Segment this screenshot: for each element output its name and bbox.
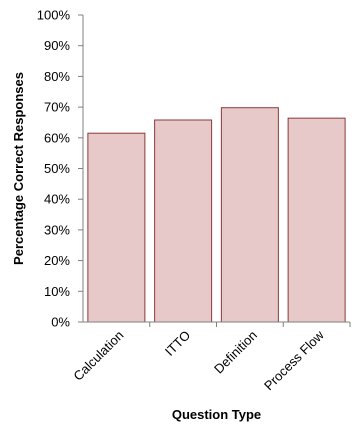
y-tick-label: 90% (44, 38, 70, 53)
y-tick-label: 10% (44, 284, 70, 299)
bar (287, 117, 346, 323)
y-tick-label: 50% (44, 161, 70, 176)
bar (154, 119, 213, 323)
y-tick-label: 20% (44, 253, 70, 268)
y-axis-ticks: 0% 10% 20% 30% 40% 50% 60% 70% 80% 90% 100% (37, 8, 83, 330)
bar (220, 107, 279, 323)
x-tick-label: Definition (211, 328, 260, 377)
x-axis-title: Question Type (172, 407, 261, 422)
bars (87, 107, 346, 323)
x-tick-label: ITTO (162, 328, 193, 359)
y-tick-label: 0% (51, 315, 70, 330)
y-tick-label: 80% (44, 69, 70, 84)
y-tick-label: 100% (37, 8, 71, 23)
y-tick-label: 40% (44, 192, 70, 207)
y-tick-label: 60% (44, 130, 70, 145)
x-tick-label: Calculation (70, 328, 126, 384)
y-axis-title: Percentage Correct Responses (11, 72, 26, 265)
bar (87, 132, 146, 323)
x-tick-label: Process Flow (261, 327, 327, 393)
y-tick-label: 30% (44, 222, 70, 237)
x-axis-ticks: Calculation ITTO Definition Process Flow (70, 322, 351, 393)
y-tick-label: 70% (44, 100, 70, 115)
